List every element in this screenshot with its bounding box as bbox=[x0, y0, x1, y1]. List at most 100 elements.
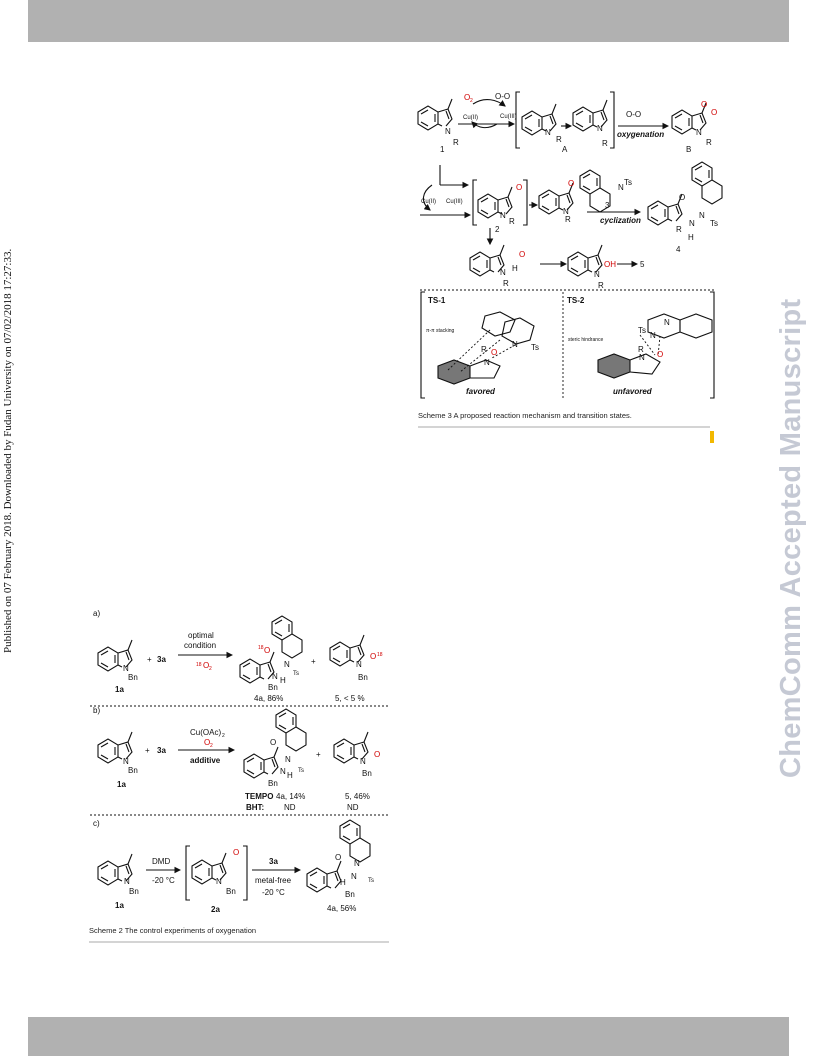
svg-text:N: N bbox=[356, 660, 362, 669]
svg-text:Bn: Bn bbox=[128, 673, 138, 682]
svg-text:Bn: Bn bbox=[362, 769, 372, 778]
svg-text:Ts: Ts bbox=[531, 343, 539, 352]
label-A: A bbox=[562, 145, 568, 154]
svg-text:R: R bbox=[556, 135, 562, 144]
panel-a-tag: a) bbox=[93, 609, 100, 618]
svg-text:Ts: Ts bbox=[368, 878, 374, 884]
svg-text:Cu(OAc): Cu(OAc) bbox=[190, 728, 221, 737]
svg-text:O: O bbox=[370, 652, 376, 661]
svg-text:1a: 1a bbox=[115, 901, 124, 910]
svg-text:2: 2 bbox=[470, 98, 473, 104]
svg-text:R: R bbox=[503, 279, 509, 288]
svg-text:Bn: Bn bbox=[268, 779, 278, 788]
svg-text:condition: condition bbox=[184, 641, 216, 650]
panel-b-tag: b) bbox=[93, 706, 100, 715]
svg-text:N: N bbox=[639, 353, 645, 362]
svg-text:TEMPO: TEMPO bbox=[245, 792, 273, 801]
svg-text:Ts: Ts bbox=[638, 326, 646, 335]
svg-text:O: O bbox=[568, 179, 574, 188]
panel-c-product: 4a, 56% bbox=[327, 904, 356, 913]
svg-text:O: O bbox=[335, 853, 341, 862]
svg-text:BHT:: BHT: bbox=[246, 803, 264, 812]
svg-text:Cu(II): Cu(II) bbox=[421, 199, 436, 205]
svg-text:R: R bbox=[706, 138, 712, 147]
label-2: 2 bbox=[495, 225, 500, 234]
svg-text:optimal: optimal bbox=[188, 631, 214, 640]
svg-text:+: + bbox=[311, 657, 316, 666]
svg-text:H: H bbox=[340, 878, 346, 887]
svg-text:N: N bbox=[563, 207, 569, 216]
svg-text:H: H bbox=[287, 771, 293, 780]
svg-text:cyclization: cyclization bbox=[600, 216, 641, 225]
svg-text:N: N bbox=[280, 767, 286, 776]
svg-text:O: O bbox=[203, 661, 209, 670]
svg-text:Cu(III): Cu(III) bbox=[446, 199, 463, 205]
label-1: 1 bbox=[440, 145, 445, 154]
svg-text:N: N bbox=[650, 331, 656, 340]
compound-1: N R 1 bbox=[417, 98, 459, 154]
svg-text:N: N bbox=[696, 128, 702, 137]
svg-text:steric hindrance: steric hindrance bbox=[568, 337, 604, 343]
svg-text:Ts: Ts bbox=[298, 768, 304, 774]
svg-text:N: N bbox=[445, 127, 451, 136]
svg-text:Bn: Bn bbox=[268, 683, 278, 692]
svg-text:3a: 3a bbox=[157, 746, 166, 755]
tempo-4a: 4a, 14% bbox=[276, 792, 305, 801]
svg-text:additive: additive bbox=[190, 756, 221, 765]
svg-text:R: R bbox=[598, 281, 604, 290]
svg-text:N: N bbox=[512, 340, 518, 349]
svg-text:OH: OH bbox=[604, 260, 616, 269]
svg-text:2: 2 bbox=[209, 666, 212, 672]
svg-text:H: H bbox=[280, 676, 286, 685]
svg-text:+: + bbox=[316, 750, 321, 759]
favored-label: favored bbox=[466, 387, 496, 396]
svg-text:N: N bbox=[689, 219, 695, 228]
svg-text:Cu(III): Cu(III) bbox=[500, 114, 517, 120]
tempo-5: 5, 46% bbox=[345, 792, 370, 801]
ts1-label: TS-1 bbox=[428, 296, 446, 305]
svg-text:R: R bbox=[509, 217, 515, 226]
svg-text:2: 2 bbox=[222, 733, 225, 739]
svg-text:R: R bbox=[453, 138, 459, 147]
svg-text:Bn: Bn bbox=[129, 887, 139, 896]
svg-text:O: O bbox=[679, 193, 685, 202]
svg-text:+: + bbox=[145, 746, 150, 755]
svg-text:2a: 2a bbox=[211, 905, 220, 914]
svg-text:N: N bbox=[597, 124, 603, 133]
svg-text:O: O bbox=[233, 848, 239, 857]
svg-text:O: O bbox=[657, 350, 663, 359]
svg-text:R: R bbox=[638, 345, 644, 354]
svg-text:2: 2 bbox=[210, 743, 213, 749]
svg-text:1a: 1a bbox=[117, 780, 126, 789]
svg-text:3a: 3a bbox=[269, 857, 278, 866]
panel-a-product: 4a, 86% bbox=[254, 694, 283, 703]
svg-text:R: R bbox=[481, 345, 487, 354]
label-4: 4 bbox=[676, 245, 681, 254]
svg-text:O-O: O-O bbox=[626, 110, 641, 119]
svg-text:N: N bbox=[699, 211, 705, 220]
scheme-3-caption: Scheme 3 A proposed reaction mechanism a… bbox=[418, 411, 632, 420]
page-header-bar bbox=[28, 0, 789, 42]
svg-text:Bn: Bn bbox=[358, 673, 368, 682]
svg-text:R: R bbox=[565, 215, 571, 224]
svg-text:π-π stacking: π-π stacking bbox=[426, 328, 455, 334]
svg-text:Ts: Ts bbox=[710, 219, 718, 228]
ts2-label: TS-2 bbox=[567, 296, 585, 305]
svg-text:H: H bbox=[512, 264, 518, 273]
svg-text:O: O bbox=[701, 100, 707, 109]
svg-text:O-O: O-O bbox=[495, 92, 510, 101]
svg-text:Ts: Ts bbox=[293, 671, 299, 677]
svg-text:Bn: Bn bbox=[226, 887, 236, 896]
svg-text:N: N bbox=[618, 183, 624, 192]
svg-text:O: O bbox=[516, 183, 522, 192]
svg-text:R: R bbox=[602, 139, 608, 148]
svg-text:18: 18 bbox=[196, 662, 202, 668]
svg-text:3a: 3a bbox=[157, 655, 166, 664]
page-footer-bar bbox=[28, 1017, 789, 1056]
panel-c-tag: c) bbox=[93, 819, 100, 828]
svg-text:N: N bbox=[500, 211, 506, 220]
svg-text:N: N bbox=[285, 755, 291, 764]
svg-text:N: N bbox=[664, 318, 670, 327]
svg-text:N: N bbox=[354, 859, 360, 868]
